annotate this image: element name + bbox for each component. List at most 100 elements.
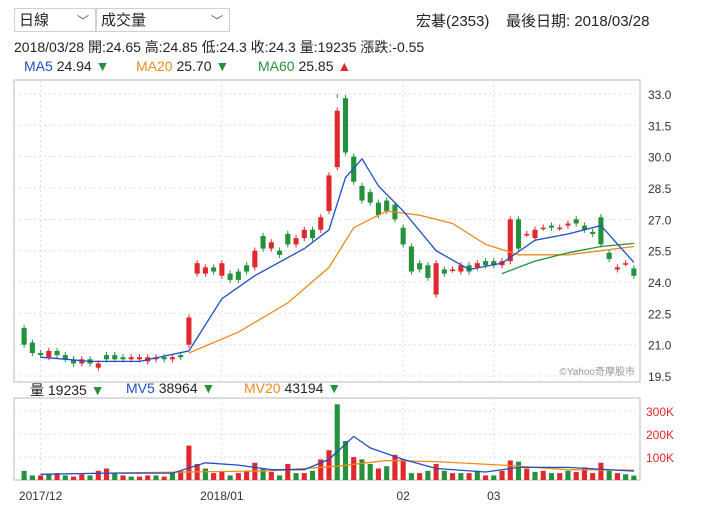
- volume-bar: [268, 471, 274, 480]
- volume-bar: [21, 470, 27, 480]
- mv5-value: 38964: [158, 380, 198, 396]
- time-tick-label: 2017/12: [19, 489, 63, 503]
- candle-body: [103, 355, 110, 360]
- volume-bar: [557, 473, 563, 480]
- period-select[interactable]: 日線 ﹀: [14, 8, 96, 32]
- volume-bar: [515, 461, 522, 480]
- candle-body: [309, 229, 316, 239]
- candle-body: [375, 202, 381, 216]
- candle-body: [359, 185, 365, 201]
- candle-body: [326, 175, 332, 211]
- volume-bar: [417, 473, 423, 480]
- candle-body: [417, 263, 423, 270]
- candle-body: [161, 357, 167, 360]
- price-panel-frame: [13, 79, 641, 383]
- candle-body: [219, 263, 225, 276]
- candle-body: [483, 261, 489, 266]
- candle-body: [260, 236, 266, 249]
- last-date-label: 最後日期: 2018/03/28: [506, 13, 650, 30]
- indicator-select-value: 成交量: [101, 12, 147, 29]
- candle-body: [169, 357, 175, 360]
- volume-bar: [614, 473, 620, 480]
- volume-bar: [285, 463, 291, 480]
- volume-bar: [128, 476, 134, 480]
- volume-bar: [598, 462, 604, 480]
- candle-body: [71, 359, 77, 364]
- candle-body: [548, 225, 555, 228]
- candle-body: [46, 350, 52, 358]
- volume-bar: [277, 475, 283, 480]
- candle-body: [342, 98, 349, 153]
- volume-bar: [334, 404, 340, 480]
- chevron-down-icon: ﹀: [76, 14, 89, 28]
- candle-body: [466, 265, 472, 272]
- volume-bar: [623, 474, 629, 480]
- indicator-select[interactable]: 成交量 ﹀: [96, 8, 230, 32]
- ma5-line: [40, 157, 635, 363]
- candle-body: [62, 355, 68, 360]
- candle-body: [194, 263, 200, 274]
- ohlc-volume: 量:19235: [299, 39, 357, 55]
- volume-bar: [145, 475, 151, 480]
- volume-bar: [301, 473, 307, 480]
- mv20-label: MV20: [244, 380, 281, 396]
- volume-bar: [483, 475, 489, 480]
- candle-body: [425, 265, 431, 278]
- candle-body: [598, 217, 604, 245]
- volume-bar: [524, 468, 530, 480]
- volume-bar: [392, 454, 398, 480]
- ma60-arrow-icon: ▲: [337, 58, 352, 74]
- ma60-value: 25.85: [298, 58, 334, 74]
- candle-body: [301, 229, 307, 239]
- mv5-line: [40, 435, 634, 475]
- ohlc-high: 高:24.85: [144, 39, 198, 55]
- volume-bar: [38, 475, 44, 480]
- volume-arrow-icon: ▼: [90, 382, 105, 398]
- candle-body: [211, 267, 217, 272]
- volume-bar: [408, 473, 414, 480]
- volume-bar: [202, 468, 208, 480]
- ohlc-low: 低:24.3: [201, 39, 247, 55]
- candle-body: [112, 355, 118, 360]
- volume-legend: 量 19235 ▼: [30, 380, 105, 400]
- candle-body: [202, 267, 208, 274]
- candle-body: [573, 219, 579, 224]
- ma60-label: MA60: [258, 58, 295, 74]
- stock-title: 宏碁(2353): [416, 13, 490, 30]
- volume-bar: [112, 473, 118, 480]
- volume-bar: [79, 474, 85, 480]
- volume-label: 量: [30, 382, 44, 398]
- candle-body: [367, 192, 373, 203]
- volume-bar: [136, 476, 143, 480]
- ma5-arrow-icon: ▼: [95, 58, 110, 74]
- ohlc-change: 漲跌:-0.55: [360, 39, 425, 55]
- candle-body: [186, 317, 192, 345]
- volume-bar: [29, 475, 35, 480]
- volume-bar: [153, 475, 159, 480]
- candle-body: [128, 357, 134, 360]
- mv20-value: 43194: [284, 380, 324, 396]
- volume-bar: [54, 473, 60, 480]
- volume-tick-label: 200K: [646, 428, 674, 442]
- ma5-label: MA5: [24, 58, 53, 74]
- price-tick-label: 25.5: [648, 245, 672, 259]
- volume-bar: [631, 475, 637, 480]
- price-tick-label: 21.0: [648, 339, 672, 353]
- volume-bar: [227, 475, 233, 480]
- candle-body: [408, 246, 414, 272]
- volume-bar: [326, 450, 332, 480]
- price-tick-label: 28.5: [648, 182, 672, 196]
- volume-bar: [565, 470, 571, 480]
- volume-bar: [532, 471, 538, 480]
- ma5-value: 24.94: [56, 58, 92, 74]
- volume-bar: [103, 468, 110, 480]
- volume-bar: [425, 470, 431, 480]
- volume-bar: [450, 473, 456, 480]
- candle-body: [277, 250, 283, 255]
- volume-bar: [384, 466, 390, 480]
- volume-bar: [573, 471, 579, 480]
- volume-bar: [318, 459, 324, 480]
- mv5-arrow-icon: ▼: [201, 380, 216, 396]
- candle-body: [491, 261, 497, 266]
